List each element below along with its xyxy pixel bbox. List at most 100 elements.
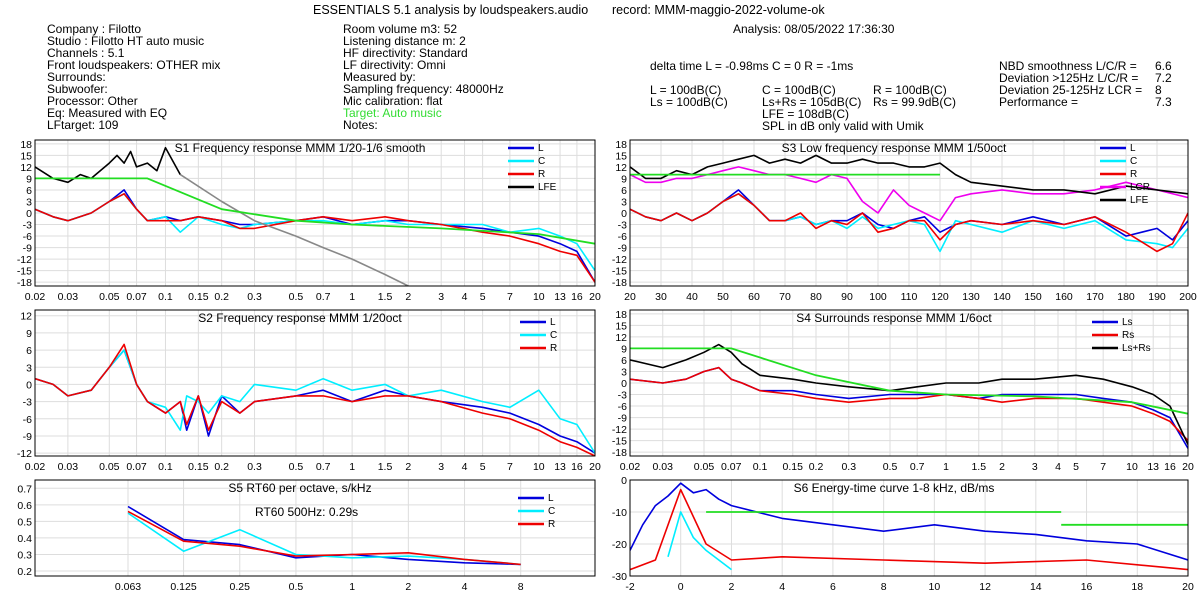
y-tick-label: -15 [17, 266, 32, 278]
info-lftarget: LFtarget: 109 [47, 118, 119, 132]
info-eq: Eq: Measured with EQ [47, 106, 168, 120]
y-tick-label: 6 [26, 345, 32, 357]
spl-lfe: LFE = 108dB(C) [762, 107, 850, 121]
y-tick-label: 3 [26, 196, 32, 208]
x-tick-label: 8 [518, 581, 524, 593]
x-tick-label: 0.125 [170, 581, 196, 593]
x-tick-label: 7 [1100, 461, 1106, 473]
y-tick-label: -3 [23, 397, 32, 409]
legend-label: L [538, 143, 544, 154]
x-tick-label: 4 [462, 461, 468, 473]
y-tick-label: -9 [23, 431, 32, 443]
y-tick-label: 3 [26, 362, 32, 374]
x-tick-label: 10 [533, 291, 545, 303]
y-tick-label: 0 [26, 208, 32, 220]
y-tick-label: -15 [612, 266, 627, 278]
x-tick-label: 0.7 [910, 461, 925, 473]
y-tick-label: -18 [17, 277, 32, 289]
x-tick-label: 4 [1055, 461, 1061, 473]
plot-border [34, 309, 596, 457]
x-tick-label: 70 [779, 291, 791, 303]
x-tick-label: 0.02 [25, 291, 46, 303]
legend-label: LFE [538, 182, 557, 193]
score-value: 7.3 [1155, 95, 1172, 109]
x-tick-label: 0.5 [883, 461, 898, 473]
legend-label: C [1130, 156, 1137, 167]
info-mic: Mic calibration: flat [343, 94, 443, 108]
series-line-c [35, 349, 595, 454]
series-line-r [127, 510, 521, 566]
y-tick-label: 15 [615, 150, 627, 162]
legend-label: R [550, 343, 557, 354]
y-tick-label: -6 [618, 231, 627, 243]
y-tick-label: 18 [615, 309, 627, 321]
x-tick-label: 14 [1030, 581, 1042, 593]
info-studio: Studio : Filotto HT auto music [47, 34, 205, 48]
x-tick-label: 0.05 [99, 461, 120, 473]
y-tick-label: -15 [612, 436, 627, 448]
x-tick-label: 2 [405, 461, 411, 473]
chart-title: S5 RT60 per octave, s/kHz [228, 481, 371, 495]
y-tick-label: -6 [23, 231, 32, 243]
series-line-target [630, 347, 1188, 415]
x-tick-label: 110 [901, 291, 918, 303]
x-tick-label: 0.07 [126, 291, 147, 303]
x-tick-label: 130 [962, 291, 980, 303]
x-tick-label: 13 [554, 291, 566, 303]
x-tick-label: 8 [881, 581, 887, 593]
legend-label: C [548, 506, 555, 517]
score-value: 8 [1155, 83, 1162, 97]
x-tick-label: 1 [349, 581, 355, 593]
plot-border [34, 479, 596, 577]
x-tick-label: 10 [1126, 461, 1138, 473]
series-line-r [35, 193, 595, 283]
record-name: record: MMM-maggio-2022-volume-ok [612, 3, 825, 17]
y-tick-label: 0.4 [17, 533, 32, 545]
chart-s1: 0.02 0.03 0.05 0.07 0.1 0.15 0.2 0.3 0.5 0.7 1 1.5 2… [17, 139, 601, 303]
chart-title: S2 Frequency response MMM 1/20oct [198, 311, 402, 325]
y-tick-label: 12 [615, 162, 627, 174]
y-tick-label: -30 [612, 571, 627, 583]
x-tick-label: 13 [1147, 461, 1159, 473]
x-tick-label: 2 [729, 581, 735, 593]
x-tick-label: 12 [979, 581, 991, 593]
score-dev-hi: Deviation >125Hz L/C/R = 7.2 [999, 72, 1189, 84]
x-tick-label: 0.25 [230, 581, 251, 593]
score-dev-lo: Deviation 25-125Hz LCR = 8 [999, 84, 1189, 96]
legend-label: R [1130, 169, 1137, 180]
x-tick-label: 0.5 [289, 291, 304, 303]
x-tick-label: 1 [943, 461, 949, 473]
info-room-volume: Room volume m3: 52 [343, 22, 458, 36]
spl-ls: Ls = 100dB(C) [650, 95, 728, 109]
info-lf: LF directivity: Omni [343, 58, 446, 72]
legend-label: Ls [1122, 317, 1133, 328]
y-tick-label: 15 [20, 150, 32, 162]
x-tick-label: 0.03 [653, 461, 674, 473]
y-tick-label: 9 [621, 173, 627, 185]
plot-border [34, 139, 596, 287]
legend-label: L [548, 493, 554, 504]
y-tick-label: 6 [621, 355, 627, 367]
spl-lsrs: Ls+Rs = 105dB(C) [762, 95, 862, 109]
x-tick-label: 0.2 [214, 461, 229, 473]
spl-note: SPL in dB only valid with Umik [762, 119, 924, 133]
y-tick-label: 0.7 [17, 483, 32, 495]
x-tick-label: 1.5 [378, 461, 393, 473]
info-measured-by: Measured by: [343, 70, 416, 84]
score-value: 7.2 [1155, 71, 1172, 85]
y-tick-label: -3 [23, 220, 32, 232]
series-line-target [35, 177, 595, 245]
x-tick-label: 0.1 [158, 461, 173, 473]
info-subwoofer: Subwoofer: [47, 82, 108, 96]
x-tick-label: 2 [405, 291, 411, 303]
info-left: Company : Filotto Studio : Filotto HT au… [47, 23, 220, 131]
chart-s4: 0.02 0.03 0.05 0.07 0.1 0.15 0.2 0.3 0.5 0.7 1 1.5 2… [612, 309, 1194, 473]
score-value: 6.6 [1155, 59, 1172, 73]
spl-r: R = 100dB(C) [873, 83, 947, 97]
analysis-date: Analysis: 08/05/2022 17:36:30 [733, 22, 895, 36]
x-tick-label: 40 [686, 291, 698, 303]
info-mid: Room volume m3: 52 Listening distance m:… [343, 23, 504, 131]
y-tick-label: -10 [612, 507, 627, 519]
x-tick-label: 0.3 [247, 291, 262, 303]
